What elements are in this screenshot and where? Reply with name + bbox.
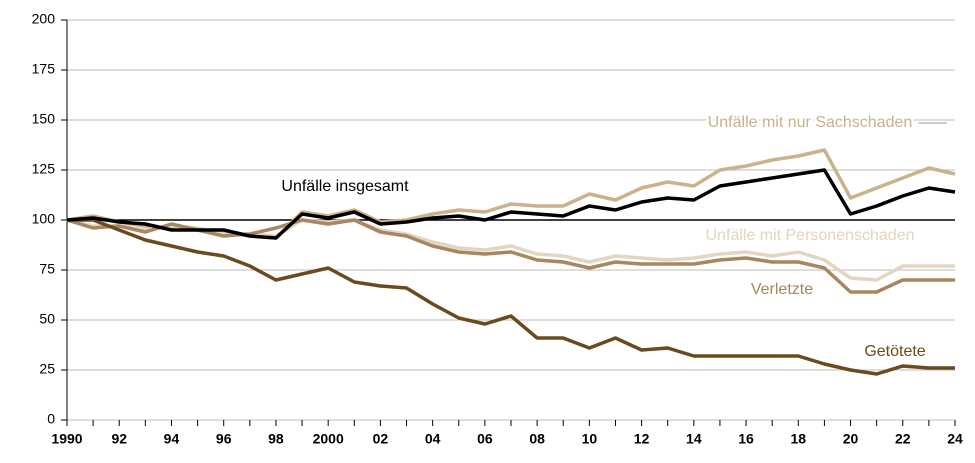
x-tick-label: 04	[425, 431, 441, 447]
x-tick-label: 16	[738, 431, 754, 447]
series-line	[66, 168, 956, 240]
x-tick-label: 18	[791, 431, 807, 447]
y-tick-label: 25	[39, 361, 55, 377]
x-tick-label: 06	[477, 431, 493, 447]
x-tick-label: 20	[843, 431, 859, 447]
x-tick-label: 02	[373, 431, 389, 447]
y-tick-label: 100	[32, 211, 56, 227]
series-line	[66, 148, 956, 240]
x-tick-label: 2000	[313, 431, 344, 447]
x-tick-label: 92	[111, 431, 127, 447]
y-tick-label: 175	[32, 61, 56, 77]
x-tick-label: 94	[164, 431, 180, 447]
series-label: Unfälle mit nur Sachschaden	[708, 114, 913, 131]
x-tick-label: 12	[634, 431, 650, 447]
x-tick-label: 96	[216, 431, 232, 447]
x-tick-label: 24	[947, 431, 963, 447]
y-tick-label: 125	[32, 161, 56, 177]
x-tick-label: 98	[268, 431, 284, 447]
y-tick-label: 75	[39, 261, 55, 277]
series-line	[66, 218, 955, 294]
series-line	[67, 218, 955, 376]
series-label: Verletzte	[751, 281, 813, 298]
x-tick-label: 1990	[51, 431, 82, 447]
y-tick-label: 50	[39, 311, 55, 327]
series-label: Getötete	[864, 343, 925, 360]
x-tick-label: 10	[582, 431, 598, 447]
x-tick-label: 08	[529, 431, 545, 447]
x-tick-label: 22	[895, 431, 911, 447]
series-label: Unfälle insgesamt	[281, 178, 409, 195]
y-tick-label: 0	[47, 411, 55, 427]
series-line	[66, 218, 955, 282]
series-label: Unfälle mit Personenschaden	[705, 227, 914, 244]
y-tick-label: 150	[32, 111, 56, 127]
y-tick-label: 200	[32, 11, 56, 27]
x-tick-label: 14	[686, 431, 702, 447]
